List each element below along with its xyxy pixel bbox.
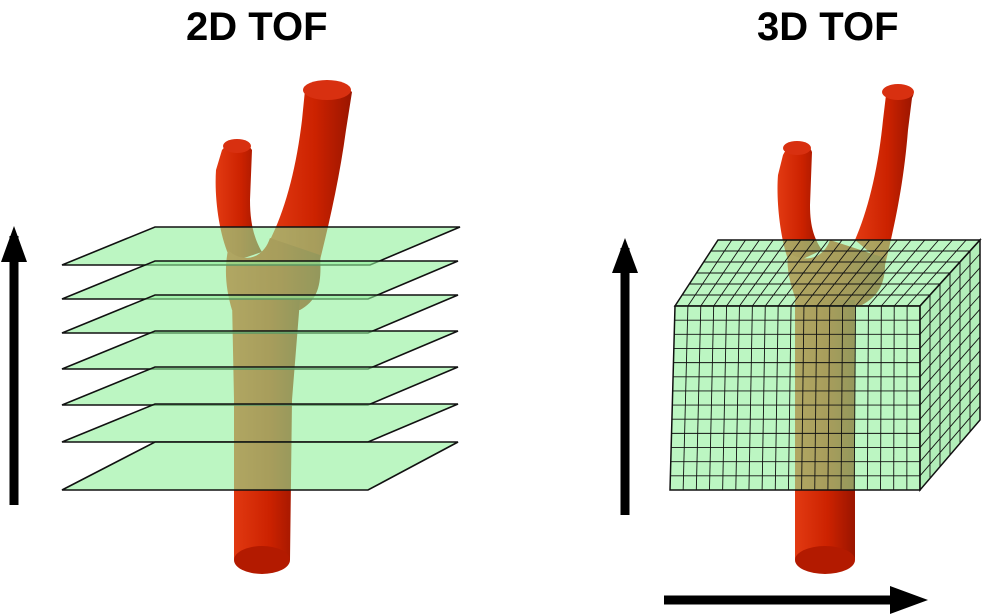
slice-2d-7	[61, 441, 459, 491]
slice-stack-2d	[61, 226, 461, 491]
slice-2d-4	[61, 330, 459, 370]
voxel-grid-line	[919, 378, 981, 448]
title-3d-tof: 3D TOF	[757, 5, 899, 49]
voxel-grid-line	[735, 305, 740, 491]
slice-2d-1	[61, 226, 461, 266]
voxel-grid-line	[840, 305, 844, 491]
arrow-head-3d-horizontal	[890, 586, 928, 614]
voxel-grid-line	[853, 305, 856, 491]
title-2d-tof: 2D TOF	[186, 5, 328, 49]
voxel-grid-line	[709, 305, 715, 491]
panel-3d-tof	[612, 84, 982, 614]
voxel-block-front-face	[669, 305, 921, 491]
voxel-grid-line	[893, 305, 895, 491]
panel-2d-tof	[1, 80, 461, 574]
voxel-grid-line	[919, 392, 981, 462]
slice-2d-2	[61, 260, 459, 300]
voxel-grid-line	[801, 305, 805, 491]
voxel-grid-line	[919, 350, 981, 420]
voxel-grid-line	[919, 308, 981, 378]
voxel-grid	[670, 239, 981, 491]
voxel-block-3d	[669, 238, 982, 493]
arrow-head-2d	[1, 226, 27, 262]
voxel-grid-line	[919, 281, 981, 349]
arrow-head-3d-vertical	[612, 238, 638, 273]
voxel-grid-line	[919, 295, 981, 363]
voxel-grid-line	[919, 253, 981, 321]
voxel-grid-line	[919, 336, 981, 406]
voxel-grid-line	[682, 305, 689, 491]
voxel-grid-line	[919, 364, 981, 434]
voxel-grid-line	[695, 305, 702, 491]
voxel-grid-line	[748, 305, 753, 491]
voxel-grid-line	[827, 305, 831, 491]
voxel-grid-line	[722, 305, 728, 491]
slice-2d-5	[61, 366, 459, 406]
voxel-grid-line	[814, 305, 818, 491]
voxel-grid-line	[919, 405, 981, 477]
voxel-grid-line	[787, 305, 792, 491]
voxel-grid-line	[919, 267, 981, 335]
voxel-grid-line	[761, 305, 766, 491]
voxel-grid-line	[774, 305, 779, 491]
voxel-grid-line	[880, 305, 882, 491]
slice-2d-3	[61, 294, 459, 334]
voxel-grid-line	[919, 322, 981, 392]
slice-2d-6	[61, 403, 459, 443]
voxel-grid-line	[866, 305, 869, 491]
